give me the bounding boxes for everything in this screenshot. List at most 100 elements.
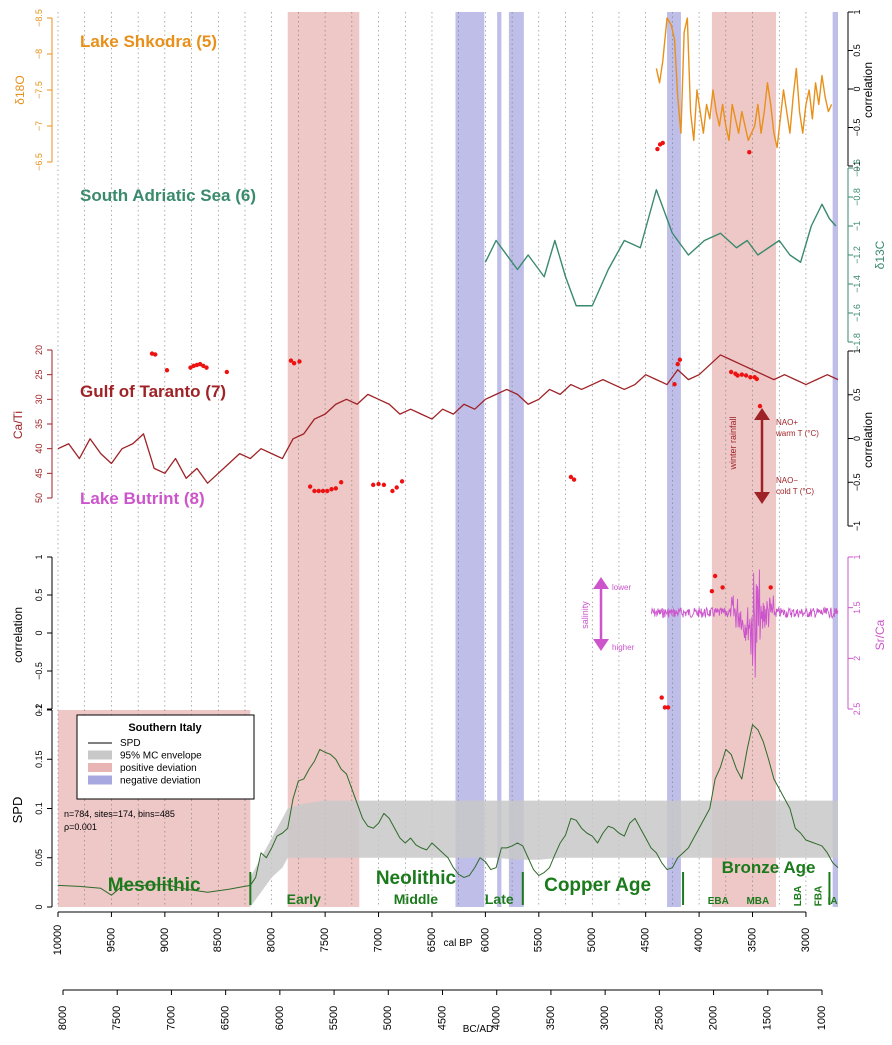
- calbp-tick-label: 7500: [319, 928, 331, 952]
- adriatic-d13c-line: [484, 189, 837, 307]
- taranto-correlation-point: [197, 361, 203, 367]
- axes: −6.5 −7 −7.5 −8 −8.5 −1 −0.5 0 0.5 1 −0.6 −0.8 −1 −1.…: [34, 9, 862, 1030]
- bcad-tick-label: 1500: [762, 1006, 774, 1030]
- taranto-title: Gulf of Taranto (7): [80, 382, 226, 401]
- taranto-correlation-point: [376, 481, 381, 487]
- legend-entry: positive deviation: [120, 763, 197, 774]
- taranto-correlation-point: [164, 368, 170, 373]
- calbp-tick-label: 9000: [159, 928, 171, 952]
- taranto-correlation-point: [672, 382, 677, 387]
- shkodra-axis-tick-label: −6.5: [34, 153, 44, 171]
- taranto-axis-tick-label: 35: [34, 419, 44, 429]
- taranto-axis-tick-label: 30: [34, 394, 44, 404]
- negative-deviation-band: [832, 12, 838, 907]
- shkodra-right-label: correlation: [861, 62, 875, 118]
- taranto-correlation-axis-tick-label: −1: [852, 521, 862, 531]
- spd-axis-tick-label: 0.15: [34, 750, 44, 768]
- shkodra-ylabel: δ18O: [13, 75, 27, 104]
- butrint-correlation-axis-tick-label: 0: [34, 630, 44, 635]
- butrint-srca-axis-tick-label: 1.5: [852, 601, 862, 614]
- taranto-axis-tick-label: 25: [34, 370, 44, 380]
- period-label: FBA: [813, 886, 824, 907]
- butrint-annotation: higher: [612, 643, 635, 652]
- legend-swatch: [88, 750, 112, 760]
- taranto-correlation-point: [390, 488, 395, 494]
- calbp-tick-label: 3500: [746, 928, 758, 952]
- butrint-right-label: Sr/Ca: [873, 619, 887, 650]
- deviation-bands: [58, 12, 838, 907]
- spd-axis-tick-label: 0.05: [34, 849, 44, 867]
- period-label: Bronze Age: [722, 858, 816, 877]
- shkodra-correlation-point: [660, 140, 665, 146]
- butrint-arrow-up-head: [593, 577, 609, 589]
- shkodra-correlation-axis-tick-label: −0.5: [852, 119, 862, 137]
- shkodra-correlation-axis-tick-label: 0.5: [852, 44, 862, 57]
- taranto-correlation-point: [297, 359, 302, 364]
- legend-entry: SPD: [120, 738, 141, 749]
- taranto-correlation-point: [316, 488, 321, 494]
- calbp-label: cal BP: [444, 938, 473, 949]
- butrint-correlation-point: [659, 695, 664, 700]
- calbp-tick-label: 5000: [586, 928, 598, 952]
- spd-axis-tick-label: 0.1: [34, 802, 44, 815]
- taranto-correlation-point: [312, 488, 317, 494]
- butrint-annotation: lower: [612, 583, 631, 592]
- period-label: Neolithic: [376, 868, 457, 889]
- bcad-tick-label: 7500: [111, 1006, 123, 1030]
- taranto-correlation-point: [371, 482, 376, 488]
- butrint-annotation: salinity: [580, 601, 590, 629]
- bcad-tick-label: 6000: [274, 1006, 286, 1030]
- taranto-annotation: warm T (°C): [775, 429, 819, 438]
- calbp-tick-label: 3000: [800, 928, 812, 952]
- butrint-correlation-point: [709, 589, 715, 594]
- taranto-correlation-point: [675, 361, 680, 367]
- taranto-correlation-point: [333, 486, 339, 491]
- negative-deviation-band: [667, 12, 681, 907]
- taranto-annotation: NAO−: [776, 476, 798, 485]
- positive-deviation-band: [287, 12, 360, 907]
- bcad-label: BC/AD: [463, 1024, 494, 1035]
- taranto-correlation-point: [739, 372, 745, 377]
- butrint-correlation-axis-tick-label: 1: [34, 554, 44, 559]
- adriatic-axis-tick-label: −1.6: [852, 304, 862, 322]
- mc-envelope: [250, 800, 839, 907]
- taranto-correlation-point: [394, 485, 399, 490]
- legend-entry: 95% MC envelope: [120, 751, 202, 762]
- bcad-tick-label: 5000: [382, 1006, 394, 1030]
- bcad-tick-label: 1000: [816, 1006, 828, 1030]
- shkodra-correlation-axis-tick-label: 1: [852, 9, 862, 14]
- taranto-correlation-point: [325, 488, 330, 494]
- calbp-tick-label: 6500: [426, 928, 438, 952]
- spd-axis-tick-label: 0.2: [34, 704, 44, 717]
- taranto-correlation-point: [757, 403, 763, 409]
- calbp-tick-label: 5500: [533, 928, 545, 952]
- shkodra-axis-tick-label: −7: [34, 121, 44, 131]
- adriatic-ylabel: δ13C: [873, 240, 887, 269]
- adriatic-axis-tick-label: −1.4: [852, 275, 862, 293]
- taranto-correlation-point: [291, 361, 297, 366]
- bcad-tick-label: 4000: [491, 1006, 503, 1030]
- calbp-tick-label: 4000: [693, 928, 705, 952]
- labels: Lake Shkodra (5) South Adriatic Sea (6) Gu…: [10, 32, 887, 1035]
- taranto-correlation-point: [571, 477, 577, 482]
- bcad-tick-label: 8000: [57, 1006, 69, 1030]
- bcad-tick-label: 3500: [545, 1006, 557, 1030]
- butrint-correlation-point: [768, 585, 773, 590]
- shkodra-title: Lake Shkodra (5): [80, 32, 217, 51]
- butrint-correlation-point: [662, 705, 668, 710]
- taranto-correlation-axis-tick-label: −0.5: [852, 473, 862, 491]
- butrint-title: Lake Butrint (8): [80, 489, 205, 508]
- taranto-annotation: cold T (°C): [776, 487, 814, 496]
- taranto-correlation-axis-tick-label: 1: [852, 348, 862, 353]
- taranto-correlation-point: [743, 373, 749, 378]
- period-label: Late: [485, 891, 514, 907]
- period-label: LBA: [793, 886, 804, 907]
- taranto-correlation-point: [677, 357, 683, 362]
- bcad-tick-label: 6500: [220, 1006, 232, 1030]
- legend-title: Southern Italy: [128, 722, 202, 734]
- positive-deviation-band: [711, 12, 777, 907]
- period-label: Early: [287, 891, 321, 907]
- taranto-axis-tick-label: 40: [34, 444, 44, 454]
- bcad-tick-label: 3000: [599, 1006, 611, 1030]
- taranto-arrow-up-head: [754, 408, 770, 420]
